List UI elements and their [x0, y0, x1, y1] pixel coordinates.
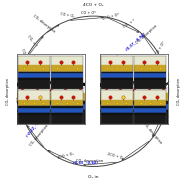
Bar [134, 78, 166, 79]
Text: CO₂ desorption: CO₂ desorption [7, 78, 10, 105]
Text: 2CO + O₂: 2CO + O₂ [57, 152, 74, 160]
Bar [101, 106, 133, 107]
Text: (-0.56, -): (-0.56, -) [162, 67, 170, 85]
Bar [100, 93, 168, 101]
Bar [18, 107, 50, 113]
Bar [51, 72, 83, 78]
Bar [17, 101, 85, 110]
Text: (0.37, -0.94): (0.37, -0.94) [125, 32, 146, 52]
Bar [100, 110, 168, 124]
Bar [100, 110, 168, 111]
Text: CO₂ desorption: CO₂ desorption [17, 62, 22, 89]
Bar [51, 106, 83, 107]
Bar [101, 113, 133, 114]
Text: (0.65, -0.62): (0.65, -0.62) [73, 161, 98, 165]
Text: O₂ in: O₂ in [88, 175, 99, 178]
Text: CO₂ desorption: CO₂ desorption [166, 72, 171, 100]
Bar [134, 113, 166, 114]
Text: (-0.22, -2.43): (-0.22, -2.43) [26, 115, 45, 138]
Bar [51, 107, 83, 113]
Bar [17, 101, 85, 103]
Bar [18, 113, 50, 124]
Bar [134, 107, 166, 113]
Bar [18, 113, 50, 114]
Bar [101, 100, 133, 107]
Bar [18, 100, 50, 107]
Bar [101, 65, 133, 72]
Text: CO₂ + *: CO₂ + * [26, 35, 37, 48]
Text: CO₂ desorption: CO₂ desorption [142, 122, 163, 145]
Bar [134, 106, 166, 107]
Text: CO₂ desorption: CO₂ desorption [32, 14, 56, 34]
Bar [101, 113, 133, 124]
Bar [134, 113, 166, 124]
Bar [100, 101, 168, 110]
Text: CO₂ desorption: CO₂ desorption [76, 159, 103, 163]
Bar [134, 78, 166, 89]
Text: CO + O*: CO + O* [155, 41, 166, 56]
Text: CO + O*: CO + O* [81, 11, 96, 15]
Bar [18, 72, 50, 78]
Text: CO + O*: CO + O* [21, 106, 30, 121]
Bar [100, 101, 168, 103]
Text: CO + O*: CO + O* [20, 48, 29, 63]
Bar [18, 65, 50, 72]
Bar [51, 78, 83, 89]
Bar [101, 72, 133, 78]
Bar [18, 78, 50, 79]
Text: 2CO + O₂: 2CO + O₂ [160, 102, 168, 120]
Text: CO₂ desorption: CO₂ desorption [29, 124, 49, 147]
Text: CO + O₂: CO + O₂ [60, 12, 75, 18]
Text: CO₂ + *: CO₂ + * [17, 88, 22, 102]
Bar [17, 110, 85, 111]
Bar [51, 113, 83, 114]
Bar [134, 72, 166, 78]
Bar [17, 93, 85, 101]
Text: CO₂ + *: CO₂ + * [163, 59, 171, 73]
Text: CO₂ desorption: CO₂ desorption [135, 23, 158, 45]
Bar [51, 113, 83, 124]
Bar [134, 100, 166, 107]
Bar [51, 78, 83, 79]
Text: CO₂ desorption: CO₂ desorption [177, 78, 180, 105]
Bar [18, 78, 50, 89]
Bar [101, 107, 133, 113]
Bar [101, 78, 133, 79]
Bar [100, 54, 168, 88]
Bar [18, 106, 50, 107]
Bar [51, 65, 83, 72]
Bar [51, 100, 83, 107]
Text: CO₂ + *: CO₂ + * [122, 19, 136, 29]
Bar [134, 65, 166, 72]
Text: 2CO + O*: 2CO + O* [103, 13, 120, 21]
Text: 4CO + O₂: 4CO + O₂ [83, 3, 104, 7]
Bar [17, 54, 85, 88]
Bar [17, 110, 85, 124]
Bar [101, 78, 133, 89]
Text: 2CO + O₂: 2CO + O₂ [106, 152, 124, 160]
